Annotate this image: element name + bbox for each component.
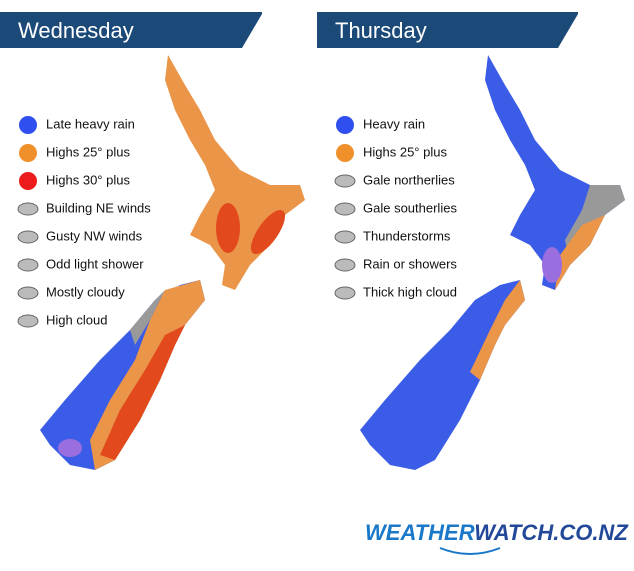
rain-area — [58, 439, 82, 457]
warm-area — [555, 215, 605, 290]
legend-label: Highs 30° plus — [46, 172, 130, 187]
heat-area — [216, 203, 240, 253]
legend-label: Late heavy rain — [46, 116, 135, 131]
logo-part: WEATHER — [365, 520, 475, 545]
logo: WEATHERWATCH.CO.NZ — [365, 520, 629, 545]
thursday-map — [360, 55, 625, 470]
legend-icon — [334, 286, 356, 300]
legend-label: Highs 25° plus — [46, 144, 130, 159]
legend-swatch — [19, 172, 37, 190]
legend-swatch — [19, 144, 37, 162]
legend-label: Gale northerlies — [363, 172, 455, 187]
legend-label: Odd light shower — [46, 256, 144, 271]
legend-label: Highs 25° plus — [363, 144, 447, 159]
cloud-area — [130, 290, 165, 345]
legend-label: Gale southerlies — [363, 200, 457, 215]
legend-label: Gusty NW winds — [46, 228, 143, 243]
legend-icon — [17, 286, 39, 300]
legend-swatch — [336, 116, 354, 134]
legend-icon — [17, 314, 39, 328]
north-island — [165, 55, 305, 290]
legend-label: Mostly cloudy — [46, 284, 125, 299]
logo-part: WATCH.CO.NZ — [474, 520, 629, 545]
legends: Late heavy rain Highs 25° plus Highs 30° p… — [17, 116, 457, 328]
wednesday-map — [40, 55, 305, 470]
legend-icon — [334, 258, 356, 272]
legend-icon — [334, 230, 356, 244]
logo-swoosh — [439, 547, 501, 555]
legend-label: High cloud — [46, 312, 107, 327]
legend-swatch — [336, 144, 354, 162]
legend-label: Rain or showers — [363, 256, 457, 271]
title-banner — [0, 12, 262, 48]
legend-icon — [17, 202, 39, 216]
warm-area — [470, 280, 525, 380]
rain-area — [542, 247, 562, 283]
heat-area — [100, 325, 185, 460]
legend-label: Heavy rain — [363, 116, 425, 131]
legend-label: Building NE winds — [46, 200, 151, 215]
panel-title: Wednesday — [18, 18, 134, 43]
legend-icon — [334, 174, 356, 188]
legend-label: Thick high cloud — [363, 284, 457, 299]
title-banner — [317, 12, 578, 48]
legend-icon — [334, 202, 356, 216]
legend-swatch — [19, 116, 37, 134]
heat-area — [250, 209, 286, 255]
legend-icon — [17, 258, 39, 272]
legend-icon — [17, 230, 39, 244]
south-island — [360, 280, 525, 470]
legend-label: Thunderstorms — [363, 228, 451, 243]
panel-title: Thursday — [335, 18, 427, 43]
